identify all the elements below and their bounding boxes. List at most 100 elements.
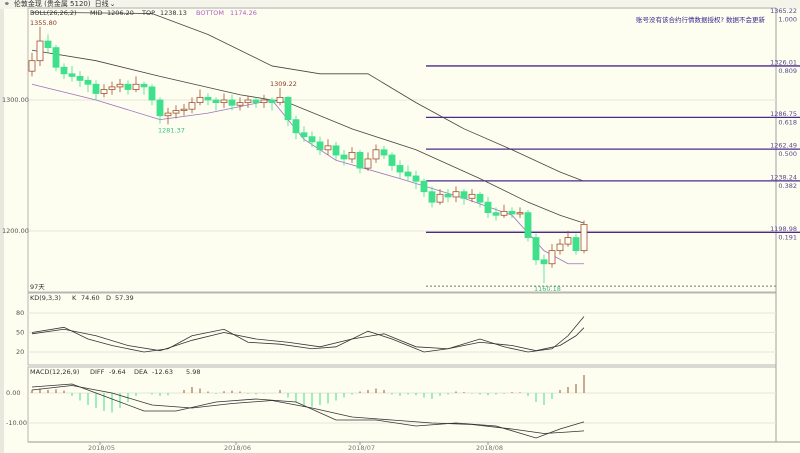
candle-down	[44, 40, 52, 48]
fibonacci-levels: 1365.221.000 1326.010.809 1286.750.618 1262…	[426, 7, 800, 287]
kd-header: KD(9,3,3) K 74.60 D 57.39	[30, 294, 134, 302]
candle-down	[396, 165, 404, 173]
macd-panel	[31, 375, 585, 439]
candle-down	[492, 212, 500, 216]
candle-down	[124, 83, 132, 90]
candle-down	[524, 212, 532, 238]
price-panel-border	[27, 7, 777, 293]
fib-ratio-label: 0.618	[778, 118, 797, 126]
kd-panel	[31, 316, 585, 353]
candle-down	[356, 151, 364, 169]
candle-down	[308, 136, 316, 143]
candles	[28, 26, 588, 284]
date-tick-label: 2018/08	[476, 444, 503, 452]
candle-up	[108, 86, 116, 90]
macd-diff-line	[31, 383, 585, 439]
title-bar: ⚭ 伦敦金现 (贵金属 5120) 日线⌄	[0, 0, 800, 9]
candle-down	[140, 83, 148, 88]
candle-down	[388, 154, 396, 166]
candle-up	[172, 110, 180, 114]
candle-down	[84, 79, 92, 85]
candle-up	[348, 151, 356, 160]
candle-up	[548, 250, 556, 265]
candle-down	[540, 259, 548, 265]
candle-down	[476, 193, 484, 203]
candle-down	[284, 96, 292, 121]
symbol-title[interactable]: 伦敦金现 (贵金属 5120)	[13, 0, 91, 8]
fib-price-label: 1286.75	[770, 110, 797, 118]
boll-top-value: 1238.13	[160, 9, 187, 17]
macd-tick-label: -10.00	[6, 419, 27, 427]
fib-ratio-label: 0.191	[778, 233, 797, 241]
boll-bottom-label: BOTTOM	[196, 9, 224, 17]
left-edge	[0, 9, 4, 453]
price-annotation: 1160.18	[534, 285, 561, 293]
boll-mid-line	[31, 49, 585, 224]
candle-up	[164, 112, 172, 117]
candle-down	[68, 73, 76, 77]
candle-down	[532, 237, 540, 261]
candle-down	[316, 141, 324, 151]
link-icon: ⚭	[4, 0, 10, 8]
macd-tick-label: 0.00	[6, 389, 20, 397]
price-annotations: 1355.80 1281.37 1309.22 1160.18	[30, 19, 561, 293]
candle-up	[500, 210, 508, 216]
candle-down	[212, 99, 220, 104]
fib-ratio-label: 0.809	[778, 67, 797, 75]
boll-header: BOLL(26,26,2) MID 1206.20 TOP 1238.13 BO…	[30, 9, 257, 17]
candle-down	[60, 66, 68, 75]
kd-d-label: D	[106, 294, 111, 302]
candle-up	[116, 83, 124, 88]
candle-down	[292, 119, 300, 134]
candle-down	[420, 180, 428, 193]
candle-down	[484, 201, 492, 214]
axes: 1300.00 1200.00 80 50 20 0.00 -10.00 2018/05 201…	[2, 96, 503, 452]
fib-price-label: 1326.01	[770, 58, 797, 66]
fib-price-label: 1198.98	[770, 225, 797, 233]
candle-down	[572, 237, 580, 252]
date-tick-label: 2018/05	[88, 444, 115, 452]
candle-down	[340, 154, 348, 160]
chevron-down-icon[interactable]: ⌄	[109, 0, 116, 8]
date-tick-label: 2018/07	[348, 444, 375, 452]
candle-up	[516, 212, 524, 215]
fib-ratio-label: 1.000	[778, 16, 797, 24]
chart-frame	[27, 7, 800, 443]
candle-down	[268, 99, 276, 104]
candle-down	[204, 96, 212, 101]
macd-label[interactable]: MACD(12,26,9)	[30, 368, 79, 376]
macd-diff-value: -9.64	[109, 368, 126, 376]
candle-up	[468, 193, 476, 199]
candle-up	[452, 191, 460, 198]
candle-up	[244, 99, 252, 104]
candle-up	[556, 243, 564, 252]
bollinger-bands	[31, 11, 585, 265]
boll-label[interactable]: BOLL(26,26,2)	[30, 9, 77, 17]
boll-bottom-value: 1174.26	[230, 9, 257, 17]
boll-mid-label: MID	[90, 9, 103, 17]
macd-hist-value: 5.98	[186, 368, 200, 376]
period-selector[interactable]: 日线	[94, 0, 109, 8]
authorization-notice[interactable]: 账号没有该合约行情数据授权? 数据不会更新	[636, 15, 766, 24]
candle-up	[580, 224, 588, 252]
candle-up	[28, 60, 36, 72]
candle-down	[380, 149, 388, 156]
candle-down	[300, 132, 308, 138]
candle-down	[156, 99, 164, 117]
candle-up	[132, 83, 140, 90]
candle-down	[252, 99, 260, 104]
candle-up	[372, 149, 380, 160]
kd-d-line	[31, 327, 585, 352]
kd-k-label: K	[72, 294, 77, 302]
macd-panel-border	[27, 366, 777, 443]
candle-up	[220, 99, 228, 104]
candle-up	[188, 102, 196, 110]
kd-tick-label: 50	[16, 329, 24, 337]
fib-ratio-label: 0.382	[778, 182, 797, 190]
kd-label[interactable]: KD(9,3,3)	[30, 294, 61, 302]
fib-price-label: 1365.22	[770, 7, 797, 15]
kd-k-value: 74.60	[81, 294, 100, 302]
candle-down	[92, 83, 100, 94]
price-tick-label: 1200.00	[2, 227, 29, 235]
